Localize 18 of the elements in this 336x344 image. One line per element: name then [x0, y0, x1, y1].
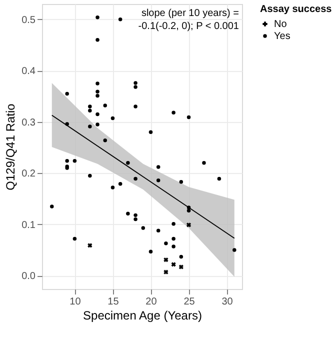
- legend-label: Yes: [274, 31, 290, 42]
- y-tick-label: 0.0: [22, 271, 36, 282]
- y-tick-label: 0.4: [22, 66, 36, 78]
- legend-title: Assay success: [260, 4, 332, 15]
- x-axis-title: Specimen Age (Years): [83, 308, 202, 322]
- annotation: slope (per 10 years) =: [141, 8, 240, 19]
- y-tick-label: 0.5: [22, 14, 36, 26]
- legend-label: No: [274, 19, 288, 30]
- x-tick-label: 10: [70, 296, 82, 308]
- y-tick-label: 0.1: [22, 220, 36, 231]
- x-tick-label: 20: [146, 296, 158, 308]
- y-tick-label: 0.3: [22, 117, 36, 128]
- x-tick-label: 15: [108, 296, 120, 308]
- y-axis-title: Q129/Q41 Ratio: [4, 103, 18, 190]
- annotation: -0.1(-0.2, 0); P < 0.001: [138, 21, 240, 32]
- x-tick-label: 30: [222, 296, 234, 308]
- y-tick-label: 0.2: [22, 168, 36, 180]
- x-tick-label: 25: [184, 296, 196, 308]
